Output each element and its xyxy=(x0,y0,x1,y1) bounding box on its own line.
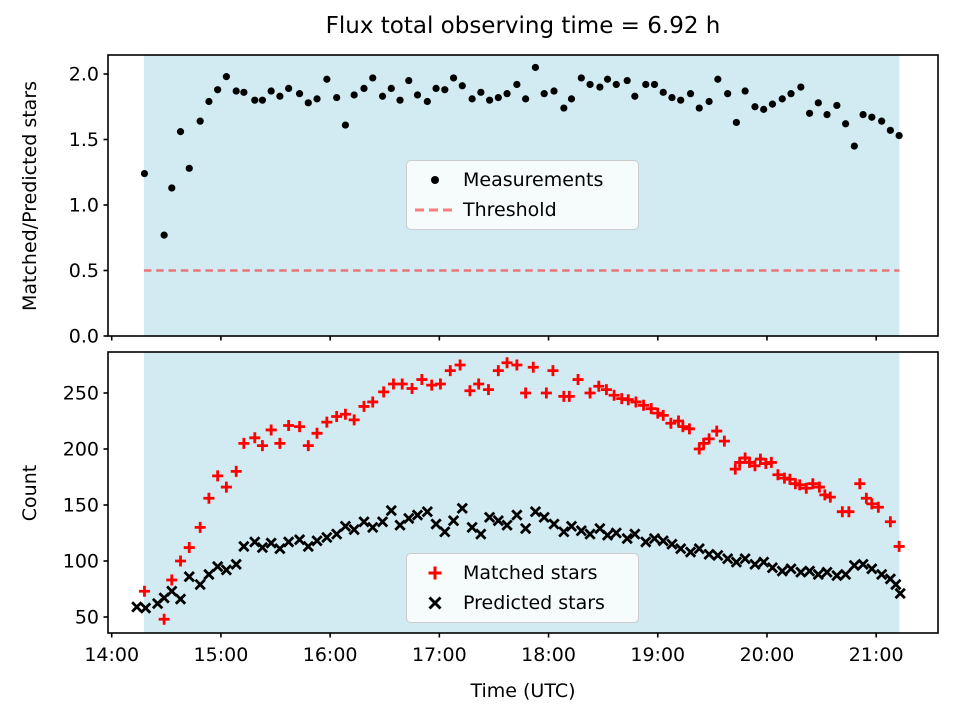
svg-text:1.5: 1.5 xyxy=(69,129,99,151)
svg-text:1.0: 1.0 xyxy=(69,194,99,216)
svg-text:17:00: 17:00 xyxy=(412,644,467,666)
chart-title: Flux total observing time = 6.92 h xyxy=(325,13,721,39)
svg-text:14:00: 14:00 xyxy=(84,644,139,666)
legend-label: Matched stars xyxy=(463,562,598,584)
predicted-x-icon xyxy=(407,593,463,613)
legend-entry-measurements: Measurements xyxy=(407,165,626,195)
svg-text:15:00: 15:00 xyxy=(194,644,249,666)
legend-label: Threshold xyxy=(463,199,557,221)
svg-text:200: 200 xyxy=(63,438,99,460)
legend-entry-threshold: Threshold xyxy=(407,195,626,225)
svg-text:20:00: 20:00 xyxy=(740,644,795,666)
measurements-dot-icon xyxy=(407,170,463,190)
svg-text:2.0: 2.0 xyxy=(69,63,99,85)
svg-text:0.0: 0.0 xyxy=(69,326,99,348)
legend-label: Measurements xyxy=(463,169,604,191)
legend-entry-predicted-stars: Predicted stars xyxy=(407,588,626,618)
svg-text:16:00: 16:00 xyxy=(303,644,358,666)
bottom-legend: Matched stars Predicted stars xyxy=(406,553,639,623)
svg-text:250: 250 xyxy=(63,382,99,404)
svg-text:150: 150 xyxy=(63,494,99,516)
legend-label: Predicted stars xyxy=(463,592,605,614)
svg-text:18:00: 18:00 xyxy=(521,644,576,666)
top-legend: Measurements Threshold xyxy=(406,160,639,230)
threshold-dashed-line-icon xyxy=(407,200,463,220)
svg-text:19:00: 19:00 xyxy=(630,644,685,666)
svg-text:0.5: 0.5 xyxy=(69,260,99,282)
svg-text:21:00: 21:00 xyxy=(849,644,904,666)
svg-text:100: 100 xyxy=(63,550,99,572)
legend-entry-matched-stars: Matched stars xyxy=(407,558,626,588)
matched-plus-icon xyxy=(407,563,463,583)
x-axis-label: Time (UTC) xyxy=(470,680,576,702)
svg-text:50: 50 xyxy=(75,606,99,628)
